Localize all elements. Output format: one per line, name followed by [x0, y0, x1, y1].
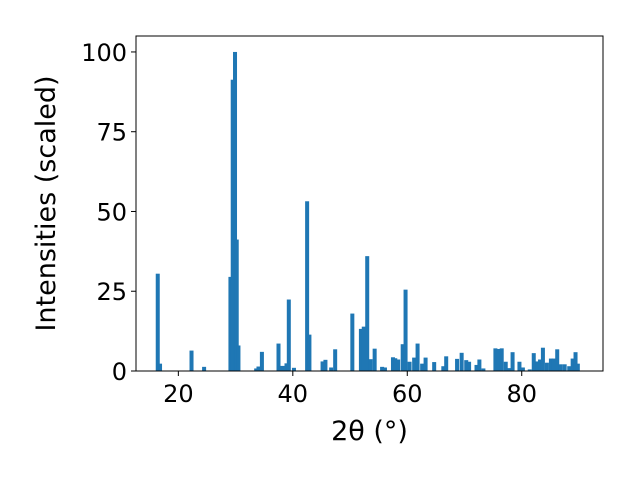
y-tick-label: 0 [112, 358, 127, 386]
bar [291, 367, 296, 371]
bar [538, 359, 543, 371]
bar [551, 358, 556, 371]
bar [474, 364, 479, 371]
bar [256, 366, 261, 371]
bar [548, 358, 553, 371]
bar [236, 345, 241, 371]
bar [503, 361, 508, 371]
bar [280, 365, 285, 371]
bar [562, 364, 567, 371]
bar [276, 343, 281, 371]
bar [320, 361, 325, 371]
bar [415, 343, 420, 371]
bar [567, 366, 572, 371]
bar [158, 363, 163, 371]
bar [517, 361, 522, 371]
y-tick-label: 25 [96, 278, 127, 306]
bar [358, 328, 363, 371]
bar [520, 367, 525, 371]
bar [234, 239, 239, 371]
bar [403, 289, 408, 371]
bar [412, 357, 417, 371]
bar [455, 358, 460, 371]
y-tick-label: 75 [96, 119, 127, 147]
bar [570, 358, 575, 371]
x-axis-ticks: 20 40 60 80 [163, 371, 537, 408]
bar [233, 51, 238, 371]
bar [323, 359, 328, 371]
x-tick-label: 40 [278, 380, 309, 408]
bar [307, 334, 312, 371]
bar [286, 299, 291, 371]
bar [380, 366, 385, 371]
bar [432, 362, 437, 371]
bar [390, 357, 395, 371]
bar [368, 359, 373, 371]
bar [400, 344, 405, 371]
bar [361, 326, 366, 371]
bar [481, 368, 486, 371]
bar [558, 364, 563, 371]
bar [531, 353, 536, 371]
bar [573, 352, 578, 371]
y-tick-label: 50 [96, 198, 127, 226]
x-tick-label: 60 [392, 380, 423, 408]
bar [382, 367, 387, 371]
bar [507, 368, 512, 371]
bar [284, 363, 289, 371]
bar [575, 363, 580, 371]
y-axis-label: Intensities (scaled) [31, 75, 62, 331]
bar [305, 201, 310, 371]
bar [510, 352, 515, 371]
bar [365, 256, 370, 371]
bar [259, 351, 264, 371]
bar-series [155, 51, 580, 372]
bar [527, 369, 532, 371]
bar [540, 347, 545, 371]
bar [555, 349, 560, 371]
bar [544, 362, 549, 371]
bar [496, 348, 501, 371]
x-tick-label: 20 [163, 380, 194, 408]
bar [459, 352, 464, 371]
y-axis-ticks: 0 25 50 75 100 [81, 39, 136, 386]
bar [444, 356, 449, 371]
y-tick-label: 100 [81, 39, 127, 67]
bar [333, 349, 338, 371]
bar [441, 366, 446, 371]
x-axis-label: 2θ (°) [331, 416, 408, 447]
bar [396, 359, 401, 371]
bar [535, 361, 540, 371]
x-tick-label: 80 [506, 380, 537, 408]
bar [423, 357, 428, 371]
bar [467, 361, 472, 371]
bar [372, 348, 377, 371]
bar [254, 368, 259, 371]
bar [189, 350, 194, 371]
bar [329, 367, 334, 371]
bar [493, 348, 498, 371]
bar [477, 359, 482, 371]
bar [499, 348, 504, 371]
plot-frame [135, 35, 604, 372]
bar [350, 313, 355, 371]
bar [393, 358, 398, 371]
bar [230, 79, 235, 372]
bar [228, 276, 233, 371]
bar [155, 273, 160, 371]
bar [407, 361, 412, 371]
bar [420, 363, 425, 371]
bar [464, 360, 469, 371]
bar [202, 366, 207, 371]
